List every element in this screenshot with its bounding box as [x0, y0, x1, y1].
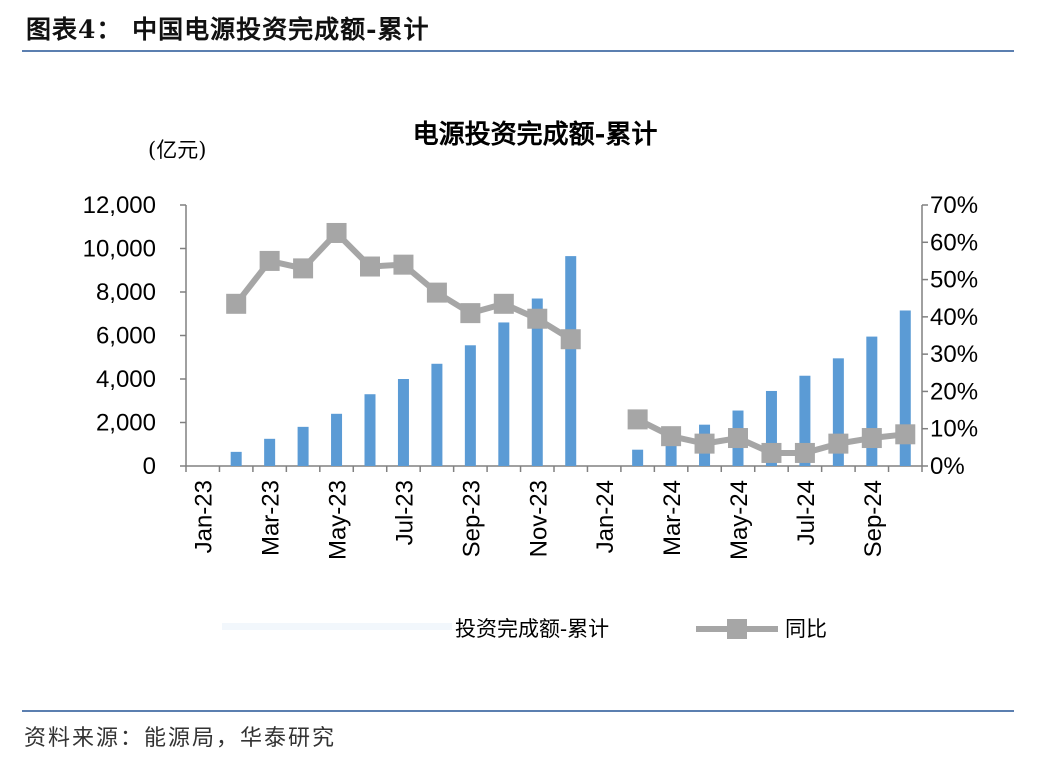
- legend-line-label: 同比: [785, 617, 827, 641]
- bar: [866, 336, 878, 466]
- line-marker: [426, 282, 447, 303]
- x-tick-label: Jul-24: [793, 480, 820, 545]
- chart-title: 电源投资完成额-累计: [413, 119, 658, 150]
- bar: [632, 449, 644, 466]
- right-tick-label: 70%: [930, 192, 978, 219]
- line-marker: [460, 303, 481, 324]
- right-tick-label: 10%: [930, 416, 978, 443]
- left-tick-label: 4,000: [96, 366, 156, 393]
- right-tick-label: 0%: [930, 453, 965, 480]
- bar: [297, 426, 309, 466]
- right-tick-label: 20%: [930, 378, 978, 405]
- line-marker: [694, 433, 715, 454]
- line-marker: [794, 442, 815, 463]
- bar: [665, 435, 677, 466]
- line-series: [226, 222, 916, 463]
- x-tick-label: Jan-23: [191, 480, 218, 553]
- x-tick-label: Jan-24: [592, 480, 619, 553]
- x-tick-label: Sep-23: [458, 480, 485, 557]
- bar: [832, 358, 844, 466]
- bar: [431, 363, 443, 466]
- line-marker: [828, 433, 849, 454]
- legend-bar-label: 投资完成额-累计: [455, 617, 609, 641]
- bar: [464, 345, 476, 466]
- top-rule: [22, 50, 1014, 52]
- line-marker: [393, 254, 414, 275]
- right-tick-label: 30%: [930, 341, 978, 368]
- bottom-rule: [22, 710, 1014, 712]
- figure-title: 图表4： 中国电源投资完成额-累计: [26, 15, 430, 44]
- bar: [565, 256, 577, 466]
- line-marker: [360, 256, 380, 277]
- x-tick-label: Jul-23: [391, 480, 418, 545]
- x-tick-label: Nov-23: [525, 480, 552, 557]
- right-tick-label: 60%: [930, 229, 978, 256]
- line-marker: [861, 428, 882, 449]
- bar: [364, 394, 376, 466]
- right-tick-label: 40%: [930, 304, 978, 331]
- bar: [899, 310, 911, 466]
- left-tick-label: 0: [143, 453, 156, 480]
- bar: [230, 451, 242, 466]
- bar: [331, 413, 343, 466]
- x-tick-label: May-23: [325, 480, 352, 560]
- line-marker: [527, 308, 548, 329]
- line-marker: [293, 258, 314, 279]
- left-tick-label: 6,000: [96, 323, 156, 350]
- x-tick-label: May-24: [726, 480, 753, 560]
- chart-svg: 电源投资完成额-累计 (亿元) 0 2,000 4,000 6,000 8,000 10,…: [83, 119, 978, 641]
- series-line: [233, 229, 573, 342]
- left-tick-label: 2,000: [96, 410, 156, 437]
- x-tick-label: Sep-24: [860, 480, 887, 557]
- bar-series: [230, 256, 911, 466]
- left-tick-label: 12,000: [83, 192, 156, 219]
- line-marker: [895, 424, 916, 445]
- bar: [397, 379, 409, 466]
- x-tick-label: Mar-23: [258, 480, 285, 556]
- line-marker: [259, 250, 280, 271]
- bar: [264, 438, 276, 466]
- source-note: 资料来源：能源局，华泰研究: [24, 726, 337, 751]
- left-tick-label: 8,000: [96, 279, 156, 306]
- line-marker: [560, 329, 581, 350]
- line-marker: [761, 442, 782, 463]
- line-marker: [728, 428, 748, 449]
- left-tick-label: 10,000: [83, 236, 156, 263]
- line-marker: [326, 222, 347, 243]
- line-marker: [493, 293, 514, 314]
- y-axis-unit-label: (亿元): [148, 138, 206, 162]
- line-marker: [627, 409, 648, 430]
- line-marker: [661, 426, 682, 447]
- bar: [498, 322, 510, 466]
- legend-bar-swatch: [222, 623, 452, 630]
- legend-line-marker: [727, 619, 747, 639]
- bar: [765, 390, 777, 466]
- bar: [799, 375, 811, 466]
- legend: 投资完成额-累计 同比: [222, 617, 827, 641]
- line-marker: [226, 293, 247, 314]
- axes: 0 2,000 4,000 6,000 8,000 10,000 12,000 0% 10% 20…: [83, 192, 978, 560]
- x-tick-label: Mar-24: [659, 480, 686, 556]
- right-tick-label: 50%: [930, 267, 978, 294]
- bar: [531, 298, 543, 466]
